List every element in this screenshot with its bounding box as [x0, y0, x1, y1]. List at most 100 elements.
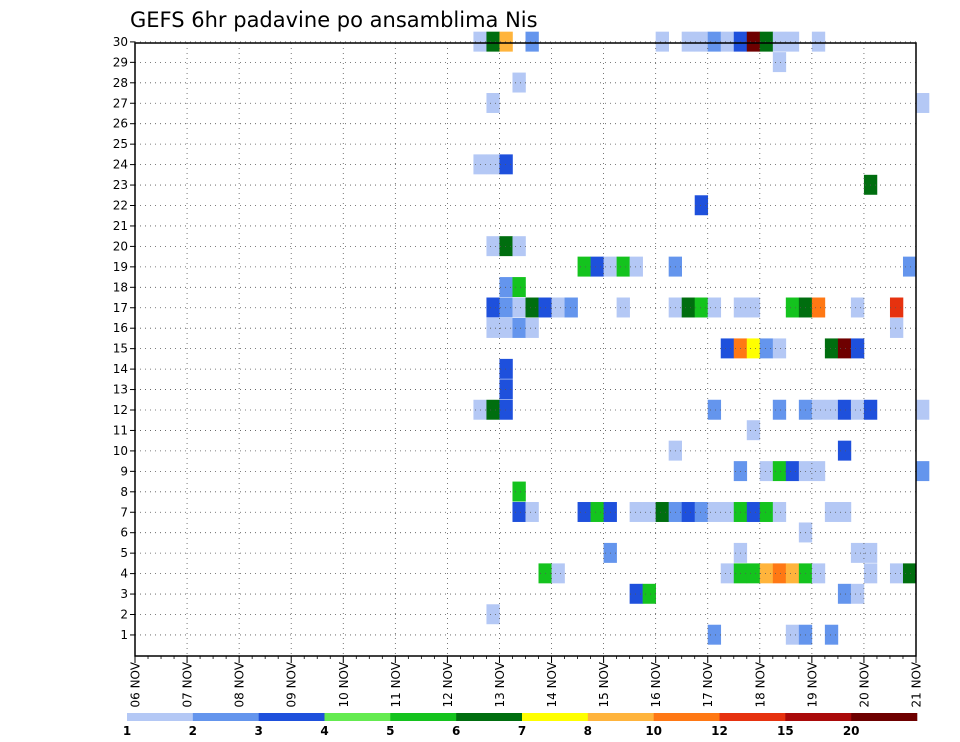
precip-cell [785, 563, 800, 584]
precip-cell [525, 297, 539, 318]
x-tick-label: 06 NOV [129, 661, 143, 707]
color-legend: 1 2 3 4 5 6 7 8 10 12 15 20 [123, 713, 918, 738]
precip-cell [916, 399, 930, 420]
precip-cell [707, 624, 722, 645]
x-axis: 06 NOV 07 NOV 08 NOV 09 NOV 10 NOV 11 NOV 12 N… [129, 656, 924, 708]
y-tick-label: 14 [113, 362, 128, 376]
precip-cell [837, 399, 852, 420]
y-tick-label: 2 [120, 608, 128, 622]
legend-label: 6 [452, 724, 460, 738]
precip-cell [551, 297, 565, 318]
grid-layer [135, 41, 916, 656]
precip-cell [512, 72, 526, 93]
precip-cell [811, 563, 826, 584]
legend-label: 20 [843, 724, 860, 738]
precip-cell [746, 31, 761, 52]
precip-cell [746, 563, 761, 584]
precip-cell [629, 502, 643, 522]
y-tick-label: 4 [120, 567, 128, 581]
y-tick-label: 3 [120, 587, 128, 601]
legend-label: 5 [386, 724, 394, 738]
y-tick-label: 12 [113, 403, 128, 417]
precip-cell [655, 502, 669, 522]
legend-label: 4 [320, 724, 328, 738]
precip-cell [772, 563, 787, 584]
x-tick-label: 21 NOV [910, 661, 924, 707]
precip-cell [772, 31, 787, 52]
y-tick-label: 7 [120, 505, 128, 519]
precip-cell [837, 440, 852, 461]
precip-cell [759, 461, 774, 482]
legend-swatch [522, 713, 589, 721]
legend-swatch [127, 713, 194, 721]
precip-cell [772, 399, 787, 420]
precip-cell [785, 461, 800, 482]
precip-cell [772, 461, 787, 482]
precip-cell [889, 297, 904, 318]
y-tick-label: 9 [120, 464, 128, 478]
precip-cell [916, 93, 930, 113]
precip-cell [720, 31, 735, 52]
precip-cell [694, 297, 709, 318]
y-tick-label: 21 [113, 219, 128, 233]
precip-cell [850, 297, 865, 318]
precip-cell [590, 256, 604, 277]
x-tick-label: 17 NOV [701, 661, 715, 707]
precip-cell [551, 563, 565, 584]
precip-cell [759, 502, 774, 522]
y-tick-label: 8 [120, 485, 128, 499]
precip-cell [499, 399, 513, 420]
y-tick-label: 15 [113, 342, 128, 356]
precip-cell [694, 502, 709, 522]
precip-cell [837, 338, 852, 359]
y-tick-label: 28 [113, 76, 128, 90]
precip-cell [486, 31, 500, 52]
precip-cell [681, 31, 696, 52]
precip-cell [486, 317, 500, 338]
precip-cell [720, 338, 735, 359]
precip-cell [850, 399, 865, 420]
x-tick-label: 19 NOV [805, 661, 819, 707]
precip-cell [707, 31, 722, 52]
precip-cell [486, 297, 500, 318]
precip-cell [746, 420, 761, 441]
precip-cell [902, 563, 917, 584]
precip-cell [642, 502, 656, 522]
legend-label: 10 [645, 724, 662, 738]
y-tick-label: 22 [113, 199, 128, 213]
precip-cell [681, 502, 696, 522]
y-tick-label: 24 [113, 158, 128, 172]
legend-swatch [587, 713, 654, 721]
precip-cell [746, 338, 761, 359]
legend-label: 7 [518, 724, 526, 738]
precip-cell [486, 604, 500, 625]
precip-cell [512, 317, 526, 338]
legend-label: 12 [711, 724, 728, 738]
precip-cell [590, 502, 604, 522]
precip-cell [811, 461, 826, 482]
x-tick-label: 13 NOV [493, 661, 507, 707]
legend-label: 15 [777, 724, 794, 738]
precip-cell [772, 338, 787, 359]
precip-cell [629, 583, 643, 604]
y-tick-label: 10 [113, 444, 128, 458]
legend-swatch [719, 713, 786, 721]
precip-cell [824, 338, 839, 359]
precip-cell [707, 297, 722, 318]
y-tick-label: 1 [120, 628, 128, 642]
y-tick-label: 11 [113, 423, 128, 437]
precip-cell [512, 297, 526, 318]
legend-swatch [785, 713, 852, 721]
legend-swatch [653, 713, 720, 721]
precip-cell [837, 583, 852, 604]
precip-cell [499, 154, 513, 175]
x-tick-label: 09 NOV [285, 661, 299, 707]
y-tick-label: 20 [113, 239, 128, 253]
x-tick-label: 20 NOV [857, 661, 871, 707]
precip-cell [499, 31, 513, 52]
precip-cell [564, 297, 578, 318]
precip-cell [824, 399, 839, 420]
precip-cell [499, 379, 513, 400]
x-tick-label: 14 NOV [545, 661, 559, 707]
y-tick-label: 6 [120, 526, 128, 540]
